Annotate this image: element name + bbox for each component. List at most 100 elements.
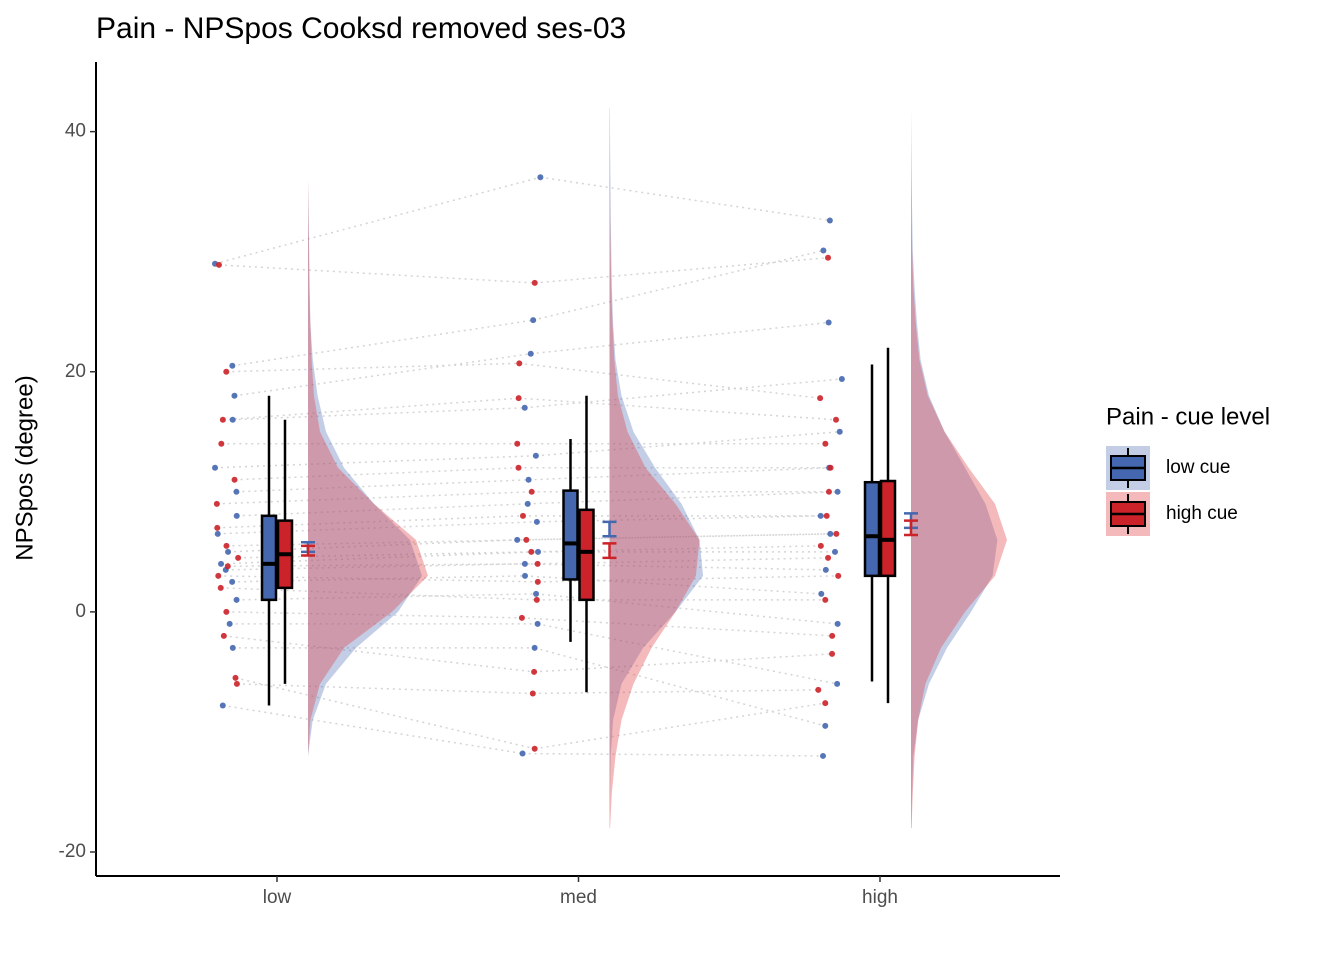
data-point	[214, 524, 221, 531]
data-point	[524, 500, 531, 507]
data-point	[235, 554, 242, 561]
data-point	[531, 668, 538, 675]
data-point	[535, 548, 542, 555]
data-point	[521, 404, 528, 411]
data-point	[226, 620, 233, 627]
connector	[222, 704, 523, 755]
connector	[226, 611, 522, 619]
connector	[517, 533, 831, 541]
data-point	[534, 578, 541, 585]
data-point	[229, 416, 236, 423]
error-bar	[602, 542, 617, 560]
box	[879, 479, 897, 578]
data-point	[533, 518, 540, 525]
box	[562, 489, 579, 581]
data-point	[531, 745, 538, 752]
data-point	[229, 362, 236, 369]
x-tick-label: med	[560, 887, 597, 908]
data-point	[218, 440, 225, 447]
data-point	[217, 584, 224, 591]
connector	[522, 752, 824, 757]
data-point	[229, 578, 236, 585]
connector	[536, 593, 838, 625]
data-point	[534, 620, 541, 627]
error-bar	[602, 520, 617, 538]
data-point	[214, 530, 221, 537]
data-point	[528, 548, 535, 555]
data-point	[530, 317, 537, 324]
data-point	[817, 395, 824, 402]
connector	[532, 689, 819, 695]
x-tick-label: low	[263, 887, 292, 908]
connector	[526, 533, 837, 541]
data-point	[822, 440, 829, 447]
x-tick-label: high	[862, 887, 898, 908]
data-point	[218, 560, 225, 567]
data-point	[233, 680, 240, 687]
error-bar	[301, 544, 315, 557]
data-point	[825, 254, 832, 261]
data-point	[532, 452, 539, 459]
connector	[534, 256, 829, 284]
data-point	[827, 464, 834, 471]
connector	[540, 176, 830, 222]
connector	[527, 491, 838, 505]
data-point	[836, 428, 843, 435]
data-point	[834, 680, 841, 687]
connector	[232, 319, 534, 367]
y-axis-label: NPSpos (degree)	[11, 375, 38, 560]
data-point	[534, 560, 541, 567]
data-point	[825, 554, 832, 561]
data-point	[528, 488, 535, 495]
data-point	[515, 464, 522, 471]
density	[911, 107, 998, 828]
data-point	[519, 750, 526, 757]
connector	[524, 563, 826, 571]
data-point	[833, 530, 840, 537]
error-bar	[904, 519, 918, 537]
connector	[534, 653, 833, 673]
legend-title: Pain - cue level	[1106, 403, 1270, 430]
data-point	[817, 512, 824, 519]
legend-label: low cue	[1166, 457, 1230, 478]
data-point	[514, 440, 521, 447]
density	[308, 107, 428, 828]
data-point	[233, 488, 240, 495]
data-point	[827, 530, 834, 537]
data-point	[229, 644, 236, 651]
data-point	[219, 702, 226, 709]
y-tick-label: 40	[65, 121, 86, 142]
y-tick-label: 20	[65, 361, 86, 382]
data-point	[213, 500, 220, 507]
data-point	[215, 261, 222, 268]
data-point	[523, 536, 530, 543]
data-point	[825, 319, 832, 326]
data-point	[533, 596, 540, 603]
data-point	[522, 572, 529, 579]
connector	[521, 617, 833, 637]
data-point	[220, 632, 227, 639]
data-point	[829, 632, 836, 639]
y-tick-label: -20	[59, 841, 86, 862]
data-point	[232, 674, 239, 681]
data-point	[215, 572, 222, 579]
connector	[235, 677, 535, 750]
data-point	[817, 542, 824, 549]
density	[609, 107, 700, 828]
connector	[236, 479, 529, 493]
data-point	[835, 572, 842, 579]
connector	[221, 551, 539, 565]
data-point	[834, 488, 841, 495]
data-point	[822, 722, 829, 729]
density	[308, 107, 422, 828]
data-point	[829, 650, 836, 657]
data-point	[815, 686, 822, 693]
connector	[226, 362, 520, 373]
box	[863, 480, 881, 578]
connector	[227, 563, 538, 567]
connector	[534, 702, 826, 750]
data-point	[820, 752, 827, 759]
data-point	[219, 416, 226, 423]
box	[578, 508, 595, 602]
